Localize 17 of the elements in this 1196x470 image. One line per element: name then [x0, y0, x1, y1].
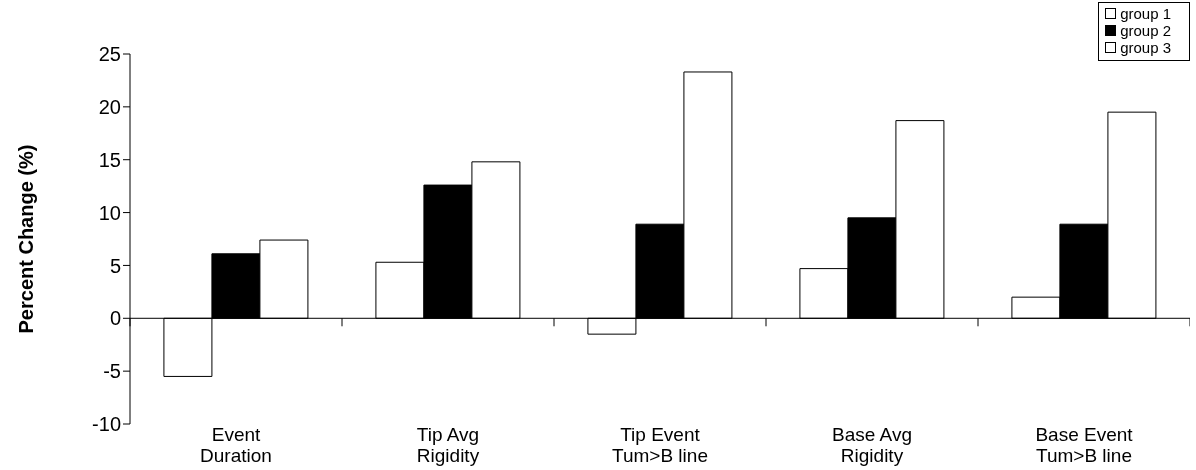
- x-tick-label: Base Event Tum>B line: [1035, 424, 1134, 466]
- x-tick-label: Event Duration: [200, 424, 272, 466]
- x-tick-label: Tip Event Tum>B line: [612, 424, 708, 466]
- y-tick-label: 25: [98, 43, 121, 66]
- y-tick-label: 15: [98, 148, 121, 171]
- legend-label: group 1: [1120, 5, 1171, 22]
- y-tick-label: -5: [103, 360, 121, 383]
- legend-label: group 3: [1120, 39, 1171, 56]
- legend-label: group 2: [1120, 22, 1171, 39]
- x-tick-label: Base Avg Rigidity: [832, 424, 912, 466]
- y-tick-label: 10: [98, 201, 121, 224]
- y-tick-label: 5: [109, 254, 121, 277]
- y-tick-label: 20: [98, 95, 121, 118]
- x-tick-label: Tip Avg Rigidity: [416, 424, 480, 466]
- y-axis-title: Percent Change (%): [15, 144, 38, 334]
- y-tick-label: 0: [109, 307, 121, 330]
- y-tick-label: -10: [92, 413, 121, 436]
